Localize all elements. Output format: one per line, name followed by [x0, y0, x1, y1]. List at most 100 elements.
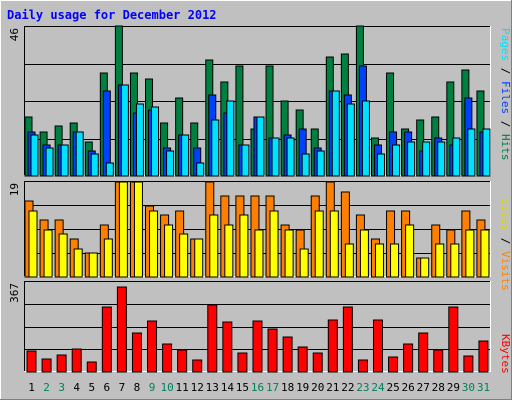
- bar-kbytes-kbytes-day-18: [282, 336, 293, 373]
- bar-hits-pages-day-16: [256, 116, 265, 177]
- bar-kbytes-kbytes-day-30: [463, 355, 474, 373]
- bar-kbytes-kbytes-day-13: [207, 304, 218, 373]
- bar-hits-pages-day-20: [316, 150, 325, 177]
- bar-kbytes-kbytes-day-7: [116, 286, 127, 373]
- x-tick-label-day-21: 21: [326, 381, 339, 394]
- bar-hits-pages-day-25: [392, 144, 401, 177]
- bar-hits-pages-day-6: [105, 162, 114, 177]
- bar-kbytes-kbytes-day-8: [131, 332, 142, 373]
- legend-entry-sites: Sites: [499, 198, 512, 231]
- bar-hits-pages-day-14: [226, 100, 235, 177]
- x-tick-label-day-15: 15: [236, 381, 249, 394]
- legend-kbytes: KBytes: [499, 334, 512, 374]
- bar-hits-pages-day-7: [120, 84, 129, 177]
- bar-visits-sites-day-14: [224, 224, 234, 278]
- bar-visits-sites-day-15: [239, 214, 249, 278]
- bar-hits-pages-day-24: [376, 153, 385, 177]
- bar-kbytes-kbytes-day-17: [267, 328, 278, 373]
- bar-visits-sites-day-23: [359, 229, 369, 278]
- x-tick-label-day-20: 20: [311, 381, 324, 394]
- x-tick-label-day-29: 29: [447, 381, 460, 394]
- x-tick-label-day-19: 19: [296, 381, 309, 394]
- bar-kbytes-kbytes-day-19: [297, 346, 308, 373]
- bar-hits-pages-day-8: [135, 103, 144, 177]
- bar-kbytes-kbytes-day-23: [357, 359, 368, 373]
- x-tick-label-day-26: 26: [402, 381, 415, 394]
- legend-separator: /: [499, 231, 512, 251]
- x-tick-label-day-25: 25: [386, 381, 399, 394]
- x-tick-label-day-5: 5: [88, 381, 95, 394]
- x-tick-label-day-28: 28: [432, 381, 445, 394]
- bar-hits-pages-day-26: [407, 141, 416, 177]
- bar-kbytes-kbytes-day-1: [26, 350, 37, 373]
- legend-hits: Pages / Files / Hits: [499, 28, 512, 161]
- bar-hits-pages-day-15: [241, 144, 250, 177]
- bar-visits-sites-day-13: [209, 214, 219, 278]
- x-tick-label-day-18: 18: [281, 381, 294, 394]
- bar-visits-sites-day-11: [179, 233, 189, 278]
- bar-hits-pages-day-21: [331, 90, 340, 177]
- x-tick-label-day-17: 17: [266, 381, 279, 394]
- bar-visits-sites-day-27: [420, 257, 430, 278]
- bar-visits-sites-day-22: [344, 243, 354, 278]
- bar-hits-pages-day-13: [211, 119, 220, 177]
- bar-visits-sites-day-2: [43, 229, 53, 278]
- bar-hits-pages-day-23: [361, 100, 370, 177]
- bar-kbytes-kbytes-day-29: [448, 306, 459, 373]
- bar-kbytes-kbytes-day-31: [478, 340, 489, 373]
- x-tick-label-day-31: 31: [477, 381, 490, 394]
- panel-max-label-visits: 19: [8, 183, 21, 196]
- x-tick-label-day-16: 16: [251, 381, 264, 394]
- bar-hits-pages-day-4: [75, 131, 84, 177]
- bar-visits-sites-day-8: [133, 181, 143, 278]
- bar-kbytes-kbytes-day-11: [177, 349, 188, 373]
- x-tick-label-day-30: 30: [462, 381, 475, 394]
- bar-hits-pages-day-12: [196, 162, 205, 177]
- bar-hits-pages-day-11: [181, 134, 190, 177]
- chart-title: Daily usage for December 2012: [7, 8, 217, 22]
- bar-visits-sites-day-1: [28, 210, 38, 278]
- bar-hits-pages-day-9: [151, 106, 160, 177]
- x-tick-label-day-10: 10: [160, 381, 173, 394]
- bar-hits-pages-day-27: [422, 141, 431, 177]
- bar-visits-sites-day-24: [374, 243, 384, 278]
- x-tick-label-day-2: 2: [43, 381, 50, 394]
- legend-separator: /: [499, 114, 512, 134]
- bar-kbytes-kbytes-day-12: [192, 359, 203, 373]
- legend-visits: Sites / Visits: [499, 198, 512, 291]
- bar-visits-sites-day-7: [118, 181, 128, 278]
- bar-hits-pages-day-29: [452, 137, 461, 177]
- bar-kbytes-kbytes-day-3: [56, 354, 67, 373]
- x-tick-label-day-1: 1: [28, 381, 35, 394]
- bar-visits-sites-day-26: [405, 224, 415, 278]
- bar-kbytes-kbytes-day-4: [71, 348, 82, 373]
- x-tick-label-day-4: 4: [73, 381, 80, 394]
- bar-kbytes-kbytes-day-22: [342, 306, 353, 373]
- bar-visits-sites-day-31: [480, 229, 490, 278]
- legend-entry-hits: Hits: [499, 134, 512, 161]
- bar-hits-pages-day-19: [301, 153, 310, 177]
- bar-visits-sites-day-28: [435, 243, 445, 278]
- x-tick-label-day-7: 7: [119, 381, 126, 394]
- panel-max-label-hits: 46: [8, 28, 21, 41]
- bar-visits-sites-day-9: [149, 210, 159, 278]
- bar-kbytes-kbytes-day-5: [86, 361, 97, 373]
- bar-visits-sites-day-4: [73, 248, 83, 278]
- x-tick-label-day-23: 23: [356, 381, 369, 394]
- bar-hits-pages-day-22: [346, 103, 355, 177]
- bar-kbytes-kbytes-day-24: [372, 319, 383, 373]
- bar-kbytes-kbytes-day-25: [388, 356, 399, 373]
- bar-visits-sites-day-6: [103, 238, 113, 278]
- bar-kbytes-kbytes-day-9: [147, 320, 158, 373]
- x-tick-label-day-12: 12: [191, 381, 204, 394]
- bar-hits-pages-day-17: [271, 137, 280, 177]
- bar-visits-sites-day-3: [58, 233, 68, 278]
- bar-hits-pages-day-10: [166, 150, 175, 177]
- bar-kbytes-kbytes-day-27: [418, 332, 429, 373]
- bar-hits-pages-day-1: [30, 134, 39, 177]
- bar-visits-sites-day-21: [329, 210, 339, 278]
- bar-visits-sites-day-12: [194, 238, 204, 278]
- bar-kbytes-kbytes-day-14: [222, 321, 233, 373]
- bar-visits-sites-day-10: [164, 224, 174, 278]
